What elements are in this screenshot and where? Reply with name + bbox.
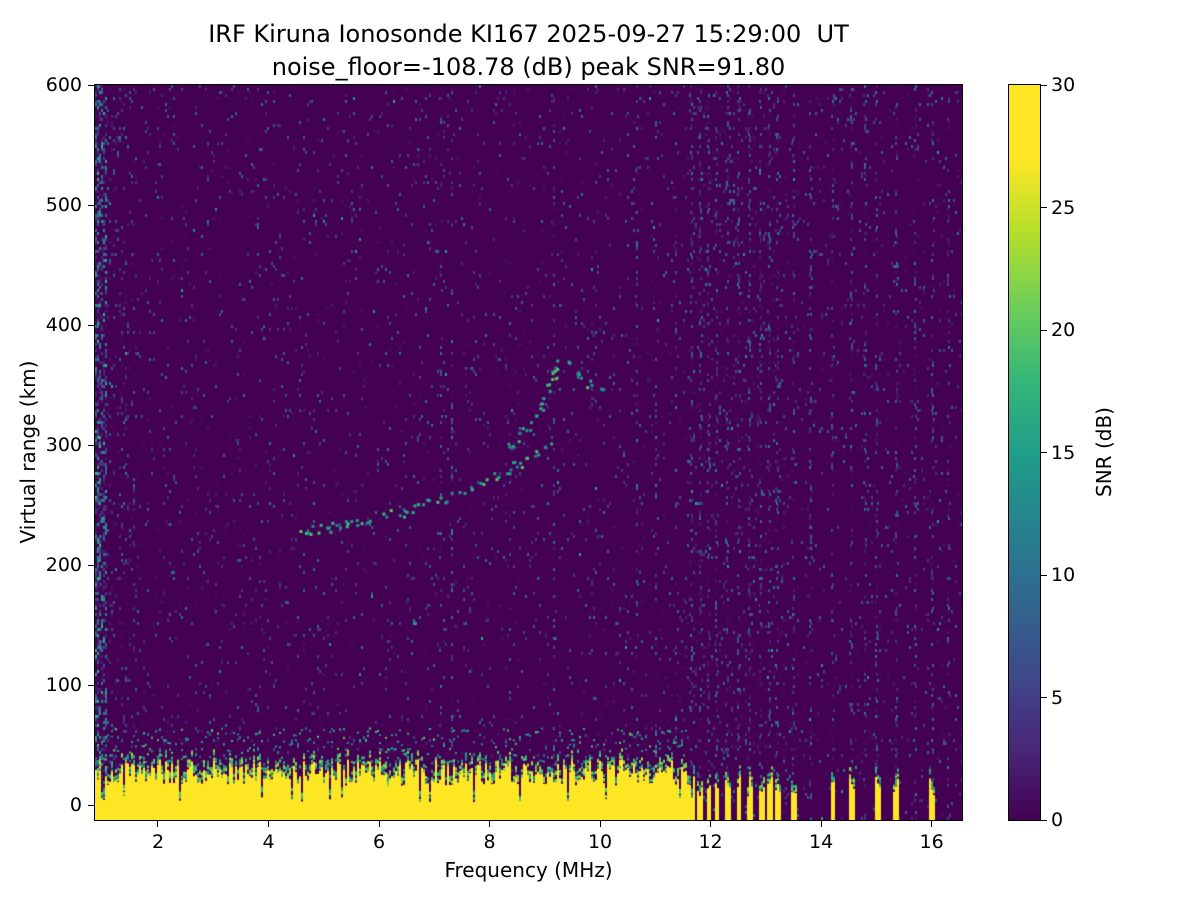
y-tick-label: 600 <box>45 74 82 96</box>
colorbar-tick-mark <box>1041 84 1047 86</box>
y-tick-label: 500 <box>45 194 82 216</box>
colorbar-tick-mark <box>1041 697 1047 698</box>
y-tick-mark <box>88 324 94 326</box>
plot-area <box>94 84 963 821</box>
x-tick-mark <box>710 821 712 827</box>
chart-subtitle: noise_floor=-108.78 (dB) peak SNR=91.80 <box>271 53 786 81</box>
x-tick-label: 16 <box>919 831 944 853</box>
y-tick-mark <box>88 204 94 206</box>
y-tick-mark <box>88 804 94 806</box>
colorbar-tick-mark <box>1041 574 1047 576</box>
colorbar-tick-label: 25 <box>1051 196 1076 219</box>
colorbar-label: SNR (dB) <box>1092 407 1116 497</box>
y-tick-label: 0 <box>69 794 82 816</box>
colorbar-tick-label: 10 <box>1051 564 1076 586</box>
x-tick-label: 4 <box>262 831 275 853</box>
x-tick-label: 6 <box>372 831 386 853</box>
colorbar-tick-mark <box>1041 452 1047 453</box>
colorbar-tick-label: 15 <box>1051 441 1076 464</box>
y-tick-mark <box>88 564 94 566</box>
y-tick-mark <box>88 444 94 446</box>
colorbar <box>1008 84 1041 821</box>
y-tick-mark <box>88 684 94 686</box>
colorbar-tick-label: 20 <box>1051 319 1076 341</box>
ionogram-canvas <box>95 85 962 820</box>
x-tick-label: 8 <box>483 831 496 853</box>
y-tick-mark <box>88 84 94 86</box>
x-tick-mark <box>820 821 822 827</box>
x-tick-mark <box>489 821 491 827</box>
x-tick-mark <box>157 821 159 827</box>
x-tick-label: 12 <box>698 831 723 853</box>
y-tick-label: 400 <box>45 314 82 336</box>
x-tick-mark <box>931 821 933 827</box>
x-tick-mark <box>599 821 601 827</box>
x-tick-label: 2 <box>151 831 165 853</box>
x-tick-mark <box>378 821 380 827</box>
colorbar-tick-mark <box>1041 329 1047 331</box>
x-tick-mark <box>268 821 269 827</box>
x-axis-label: Frequency (MHz) <box>444 858 613 882</box>
y-tick-label: 100 <box>45 674 82 696</box>
y-tick-label: 300 <box>45 434 82 456</box>
colorbar-tick-label: 0 <box>1051 809 1064 831</box>
y-tick-label: 200 <box>45 554 82 576</box>
chart-title: IRF Kiruna Ionosonde KI167 2025-09-27 15… <box>208 20 849 48</box>
colorbar-tick-mark <box>1041 207 1047 208</box>
colorbar-tick-mark <box>1041 819 1047 821</box>
x-tick-label: 10 <box>587 831 613 853</box>
colorbar-canvas <box>1009 85 1040 820</box>
x-tick-label: 14 <box>808 831 834 853</box>
y-axis-label: Virtual range (km) <box>16 360 40 544</box>
colorbar-tick-label: 30 <box>1051 74 1076 96</box>
colorbar-tick-label: 5 <box>1051 686 1064 709</box>
